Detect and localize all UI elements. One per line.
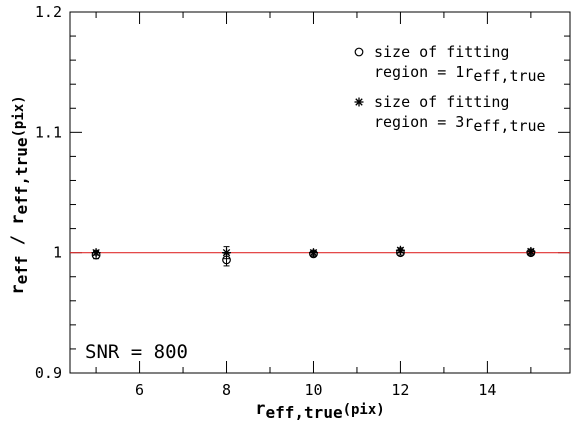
x-tick-label: 6 [135, 381, 144, 399]
snr-annotation: SNR = 800 [85, 341, 188, 363]
data-point-asterisk [222, 248, 232, 258]
y-tick-label: 1.2 [35, 3, 62, 21]
data-point-asterisk [308, 248, 318, 258]
y-tick-label: 0.9 [35, 364, 62, 382]
legend-label-2-line-2: region = 3reff,true [374, 113, 546, 135]
y-tick-label: 1.1 [35, 123, 62, 141]
x-tick-label: 10 [304, 381, 322, 399]
y-axis-label: reff / reff,true(pix) [8, 95, 31, 294]
legend-asterisk [354, 97, 364, 107]
x-tick-label: 12 [391, 381, 409, 399]
data-points [91, 245, 536, 267]
legend-label-1-line-1: size of fitting [374, 43, 509, 61]
asterisk-stroke [527, 247, 535, 256]
legend-circle [354, 47, 364, 57]
legend-label-1-line-2: region = 1reff,true [374, 63, 546, 85]
legend: size of fitting region = 1reff,true size… [354, 43, 546, 135]
x-axis-label: reff,true(pix) [255, 399, 384, 422]
axis-ticks: 6 8 10 12 14 0.9 1 1.1 1.2 [35, 3, 570, 399]
plot-frame [69, 11, 571, 374]
x-tick-label: 8 [222, 381, 231, 399]
legend-label-2-line-1: size of fitting [374, 93, 509, 111]
asterisk-stroke [396, 246, 405, 254]
data-point-asterisk [91, 248, 101, 258]
legend-marker-asterisk [354, 97, 364, 107]
asterisk-stroke [222, 248, 231, 257]
asterisk-stroke [92, 248, 100, 257]
legend-marker-circle [354, 47, 364, 57]
y-tick-label: 1 [53, 244, 62, 262]
asterisk-stroke [355, 98, 363, 106]
x-tick-label: 14 [478, 381, 496, 399]
data-point-asterisk [526, 246, 536, 256]
data-point-asterisk [395, 245, 405, 255]
asterisk-stroke [309, 248, 318, 257]
